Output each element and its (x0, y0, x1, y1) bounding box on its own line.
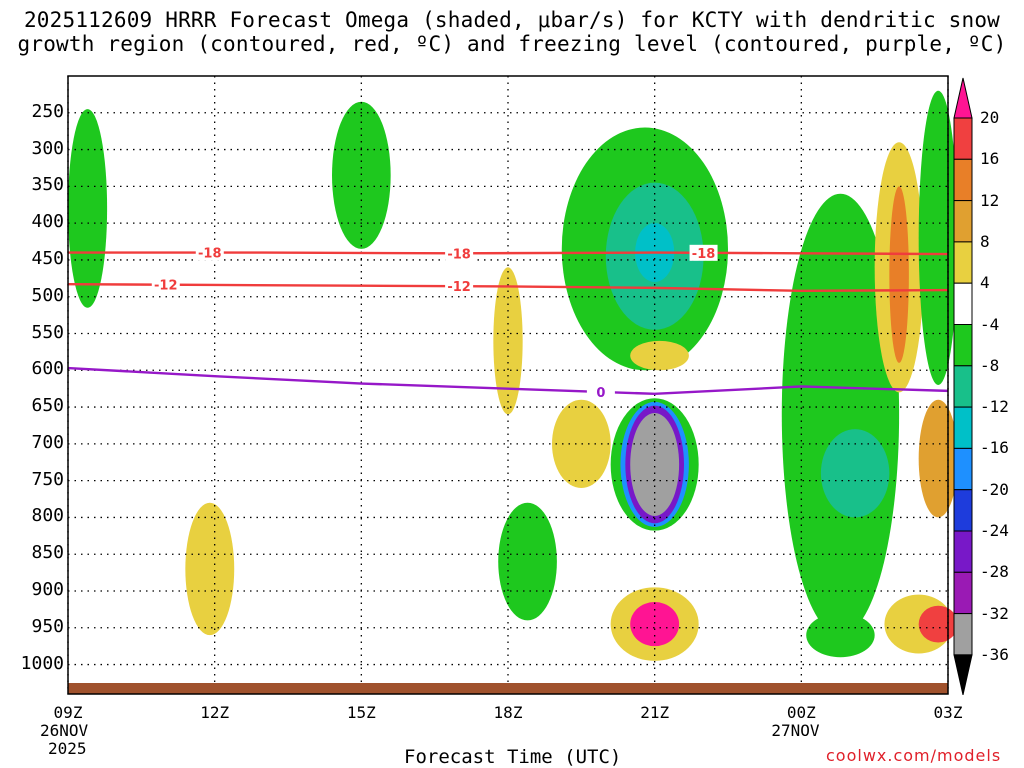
x-tick-label-03Z: 03Z (933, 703, 963, 722)
x-tick-label-00Z: 00Z (786, 703, 816, 722)
colorbar-segment-2 (953, 158, 973, 202)
freezing-level-contour (67, 366, 949, 396)
colorbar-label-12: -32 (980, 603, 1009, 623)
y-tick-label-250: 250 (31, 100, 64, 122)
omega-region-20 (918, 90, 958, 385)
y-tick-label-500: 500 (31, 284, 64, 306)
y-tick-label-700: 700 (31, 431, 64, 453)
colorbar-label-3: 8 (980, 231, 990, 251)
colorbar-segment-11 (953, 530, 973, 573)
colorbar-segment-3 (953, 200, 973, 243)
y-tick-label-1000: 1000 (20, 652, 64, 674)
credit-link[interactable]: coolwx.com/models (826, 746, 1002, 765)
y-tick-label-400: 400 (31, 211, 64, 233)
colorbar-label-10: -24 (980, 521, 1009, 540)
y-tick-label-750: 750 (31, 468, 64, 490)
x-tick-label-18Z: 18Z (493, 703, 523, 722)
x-tick-label-21Z: 21Z (640, 703, 670, 722)
colorbar-label-2: 12 (980, 190, 1000, 210)
y-tick-label-850: 850 (31, 542, 64, 564)
colorbar-label-9: -20 (980, 479, 1009, 499)
x-tick-label-09Z: 09Z (53, 703, 83, 722)
dgz-contour-minus18-label-1: -18 (447, 247, 471, 262)
colorbar-segment-1 (953, 117, 973, 160)
omega-region-15 (185, 502, 235, 636)
omega-region-6 (630, 340, 689, 371)
freezing-level-contour-label-0: 0 (596, 386, 605, 401)
omega-region-0 (68, 109, 108, 308)
y-tick-label-650: 650 (31, 395, 64, 417)
omega-region-23 (918, 605, 958, 643)
dgz-contour-minus18-label-2: -18 (692, 247, 716, 262)
contour-lines: -18 -18 -18 -12 -12 0 (67, 244, 949, 401)
y-tick-label-800: 800 (31, 505, 64, 527)
y-tick-label-550: 550 (31, 321, 64, 343)
colorbar-top-arrow (953, 77, 973, 119)
x-date-label-27NOV: 27NOV (771, 721, 820, 740)
x-date-label-26NOV: 26NOV (40, 721, 89, 740)
colorbar-segment-13 (953, 613, 973, 656)
colorbar-label-0: 20 (980, 108, 1000, 127)
colorbar-label-11: -28 (980, 562, 1009, 582)
dgz-contour-minus12 (67, 283, 949, 293)
omega-shading (68, 90, 958, 661)
omega-region-14 (630, 602, 680, 647)
colorbar-label-4: 4 (980, 273, 990, 293)
colorbar-label-5: -4 (980, 314, 1000, 334)
x-tick-label-15Z: 15Z (346, 703, 376, 722)
colorbar-segment-6 (953, 324, 973, 367)
x-axis-label: Forecast Time (UTC) (404, 746, 622, 768)
dgz-contour-minus18-label-bg-1 (445, 245, 474, 262)
colorbar-segment-7 (953, 365, 973, 408)
ground-surface (68, 683, 948, 694)
dgz-contour-minus18 (68, 251, 949, 256)
colorbar-segment-10 (953, 489, 973, 532)
y-tick-label-950: 950 (31, 615, 64, 637)
dgz-contour-minus18-label-bg-2 (689, 244, 718, 261)
freezing-level-contour-label-bg-0 (586, 383, 615, 400)
x-tick-label-12Z: 12Z (200, 703, 230, 722)
colorbar-segment-9 (953, 447, 973, 491)
omega-region-24 (918, 399, 958, 518)
chart-title-line2: growth region (contoured, red, ºC) and f… (17, 32, 1007, 56)
colorbar-label-7: -12 (980, 397, 1009, 417)
y-tick-label-350: 350 (31, 174, 64, 196)
omega-region-11 (630, 412, 680, 516)
omega-region-16 (781, 193, 900, 636)
omega-region-7 (552, 399, 611, 488)
dgz-contour-minus18-label-bg-0 (195, 244, 224, 261)
dgz-contour-minus12-label-bg-0 (151, 276, 180, 293)
colorbar-label-13: -36 (980, 644, 1009, 664)
omega-region-12 (498, 502, 557, 621)
dgz-contour-minus18-label-0: -18 (198, 247, 222, 262)
omega-region-1 (332, 101, 391, 249)
y-tick-label-900: 900 (31, 579, 64, 600)
omega-region-19 (889, 186, 909, 363)
y-tick-label-300: 300 (31, 137, 64, 159)
y-tick-label-450: 450 (31, 247, 64, 269)
y-tick-label-600: 600 (31, 358, 64, 380)
dgz-contour-minus12-label-bg-1 (445, 278, 474, 295)
colorbar-label-8: -16 (980, 438, 1009, 458)
omega-region-21 (806, 613, 875, 658)
colorbar-label-1: 16 (980, 149, 1000, 169)
colorbar (953, 77, 973, 696)
x-year-label: 2025 (48, 739, 87, 758)
colorbar-segment-5 (953, 282, 973, 326)
colorbar-segment-12 (953, 571, 973, 615)
omega-region-5 (493, 267, 523, 415)
colorbar-label-6: -8 (980, 355, 1000, 375)
dgz-contour-minus12-label-0: -12 (154, 279, 178, 294)
colorbar-segment-4 (953, 241, 973, 284)
dgz-contour-minus12-label-1: -12 (447, 280, 471, 295)
omega-region-17 (820, 429, 890, 518)
chart-title-line1: 2025112609 HRRR Forecast Omega (shaded, … (23, 8, 1001, 32)
colorbar-bottom-arrow (953, 654, 973, 696)
colorbar-segment-8 (953, 406, 973, 449)
plot-frame (67, 75, 949, 695)
